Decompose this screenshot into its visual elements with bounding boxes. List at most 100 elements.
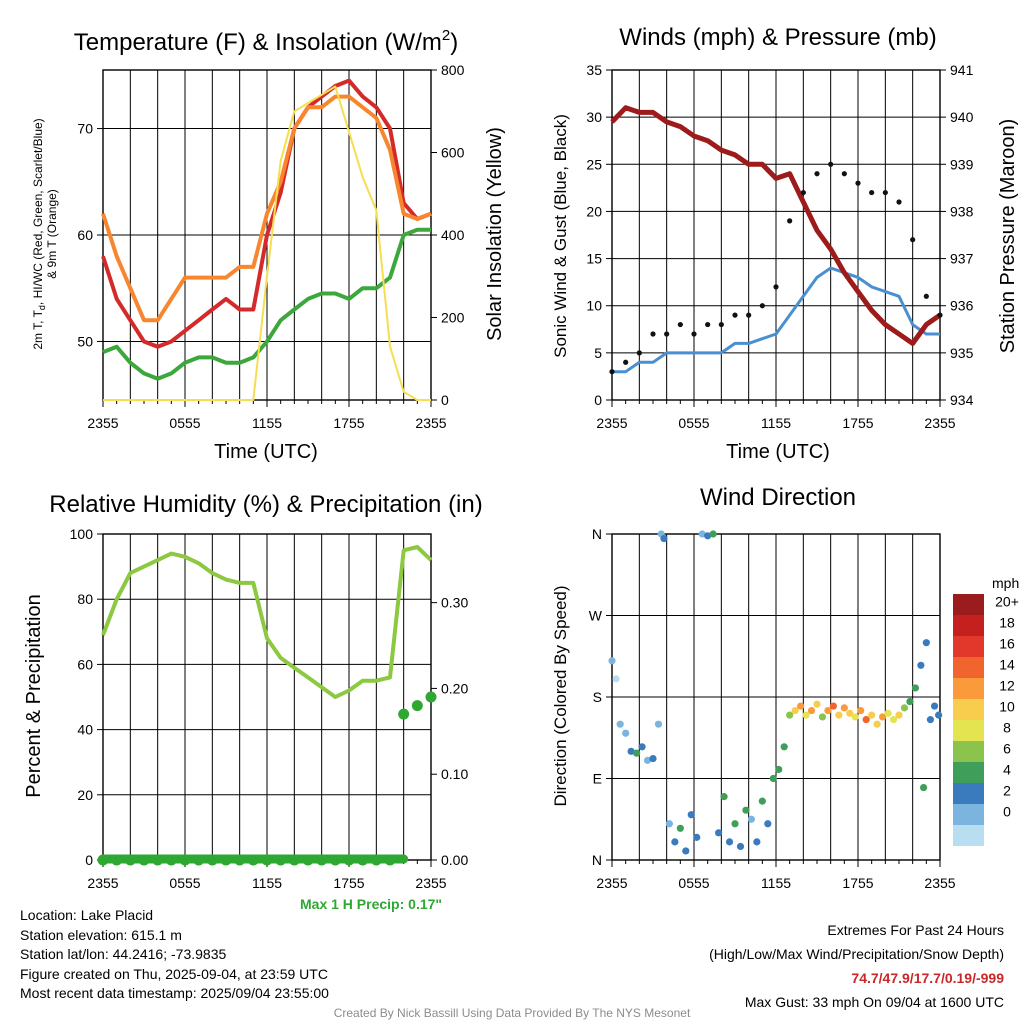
x-tick-label: 1155 (761, 875, 791, 891)
y-tick-label: 30 (586, 109, 602, 125)
direction-point (922, 639, 930, 647)
winds-ylabel-right: Station Pressure (Maroon) (997, 119, 1019, 354)
direction-point (780, 743, 788, 751)
series-line-insolation (103, 85, 431, 401)
direction-point (829, 702, 838, 710)
y2-tick-label: 935 (950, 345, 974, 361)
colorbar-label: 4 (1003, 762, 1011, 778)
y-tick-label: E (593, 771, 602, 787)
y2-tick-label: 0.10 (441, 766, 468, 782)
gust-point (814, 171, 820, 177)
gust-point (664, 331, 670, 337)
colorbar-segment (953, 762, 984, 783)
x-tick-label: 1755 (333, 415, 364, 431)
y2-tick-label: 800 (441, 62, 465, 78)
direction-point (665, 820, 674, 828)
y-tick-label: S (593, 689, 602, 705)
colorbar-segment (953, 636, 984, 657)
y-tick-label: 0 (594, 392, 602, 408)
direction-point (698, 530, 706, 538)
precip-point (288, 854, 300, 866)
gust-point (732, 312, 738, 318)
precip-point (261, 854, 273, 866)
direction-point (638, 743, 646, 751)
direction-point (720, 793, 728, 801)
precip-point (152, 854, 164, 866)
gust-point (650, 331, 656, 337)
direction-point (612, 675, 620, 683)
y2-tick-label: 936 (950, 298, 974, 314)
direction-point (824, 706, 832, 715)
x-tick-label: 0555 (678, 875, 709, 891)
y2-tick-label: 0.00 (441, 852, 468, 868)
y-tick-label: 40 (77, 722, 93, 738)
direction-point (758, 797, 766, 805)
direction-point (906, 697, 914, 706)
humidity-panel-title: Relative Humidity (%) & Precipitation (i… (49, 491, 482, 518)
recent-timestamp: Most recent data timestamp: 2025/09/04 2… (20, 985, 329, 1001)
y-tick-label: N (592, 852, 602, 868)
precip-point (165, 854, 177, 866)
gust-point (759, 303, 765, 309)
y2-tick-label: 400 (441, 227, 465, 243)
y-tick-label: 20 (77, 787, 93, 803)
colorbar-segment (953, 741, 984, 762)
direction-point (857, 706, 865, 715)
x-tick-label: 1755 (842, 875, 873, 891)
colorbar-label: 18 (999, 615, 1015, 631)
direction-point (840, 704, 848, 712)
precip-point (247, 854, 259, 866)
colorbar-segment (953, 720, 984, 741)
direction-point (851, 713, 859, 721)
direction-point (926, 716, 935, 724)
direction-point (747, 815, 756, 823)
colorbar-label: 12 (999, 678, 1015, 694)
speed-colorbar: mph 20+ 18 16 14 12 10 8 6 4 2 0 (953, 575, 1019, 846)
y2-tick-label: 938 (950, 203, 974, 219)
extremes-title: Extremes For Past 24 Hours (827, 922, 1004, 938)
x-tick-label: 1155 (252, 415, 282, 431)
colorbar-segment (953, 783, 984, 804)
x-tick-label: 2355 (415, 415, 446, 431)
series-line-station-pressure (610, 105, 942, 346)
y2-tick-label: 939 (950, 156, 974, 172)
station-info: Location: Lake Placid Station elevation:… (20, 906, 329, 1004)
y-tick-label: 5 (594, 345, 602, 361)
precip-point (220, 854, 232, 866)
station-latlon: Station lat/lon: 44.2416; -73.9835 (20, 946, 227, 962)
y2-tick-label: 0.20 (441, 680, 468, 696)
direction-point (807, 706, 816, 715)
series-line-sonic-wind (612, 266, 940, 374)
colorbar-label: 0 (1003, 804, 1011, 820)
max-gust: Max Gust: 33 mph On 09/04 at 1600 UTC (744, 994, 1004, 1010)
direction-point (736, 842, 745, 851)
x-tick-label: 0555 (169, 875, 200, 891)
colorbar-label: 6 (1003, 741, 1011, 757)
direction-point (725, 838, 734, 846)
direction-point (643, 756, 652, 764)
gust-point (882, 189, 888, 196)
temperature-ylabel: 2m T, Td, HI/WC (Red, Green, Scarlet/Blu… (31, 118, 59, 349)
precip-point (370, 854, 382, 866)
direction-point (920, 783, 928, 792)
plot-frame (611, 69, 941, 401)
x-tick-label: 1155 (761, 415, 791, 431)
precip-point (343, 854, 355, 866)
precip-point (97, 854, 109, 866)
extremes-values: 74.7/47.9/17.7/0.19/-999 (851, 970, 1004, 986)
colorbar-segment (953, 594, 984, 615)
direction-point (791, 706, 799, 715)
gust-point (937, 312, 943, 318)
y-tick-label: 15 (586, 251, 602, 267)
colorbar-segment (953, 678, 984, 699)
direction-point (879, 713, 887, 721)
colorbar-title: mph (992, 575, 1019, 591)
y-tick-label: 100 (70, 526, 94, 542)
series-line-relative-humidity (101, 545, 433, 699)
direction-point (775, 765, 783, 774)
gust-point (677, 321, 683, 328)
y-tick-label: 80 (77, 591, 93, 607)
extremes-info: Extremes For Past 24 Hours (High/Low/Max… (709, 918, 1004, 1014)
temperature-xlabel: Time (UTC) (214, 441, 318, 463)
gust-point (746, 312, 752, 318)
